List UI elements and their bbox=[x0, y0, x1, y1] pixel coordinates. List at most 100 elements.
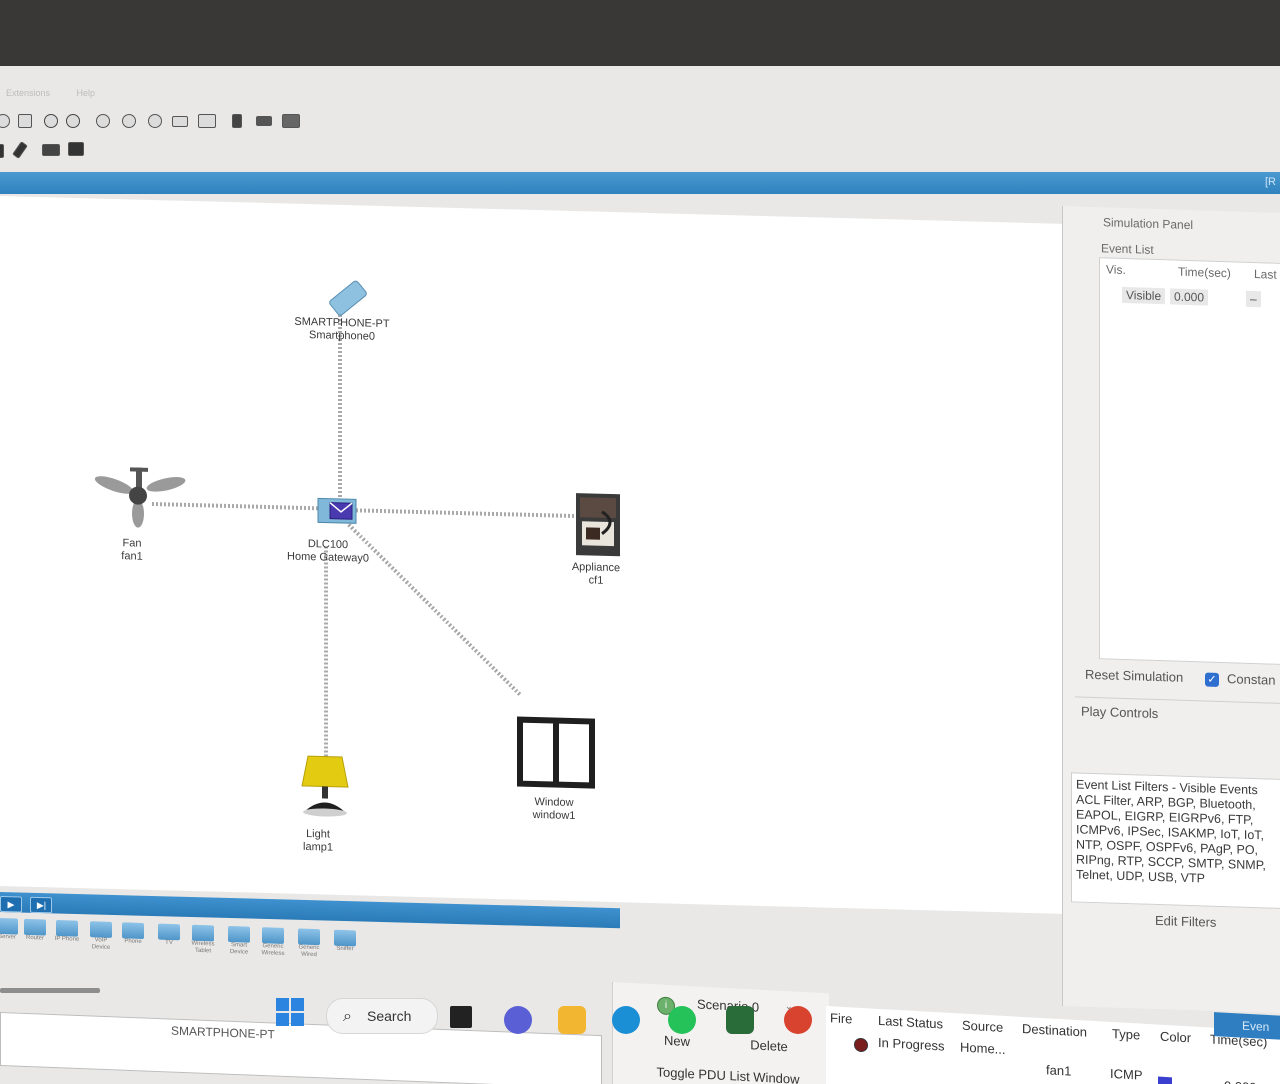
monitor-bezel bbox=[0, 0, 1280, 68]
constant-delay-checkbox[interactable]: ✓ bbox=[1205, 672, 1219, 687]
time-controls: ▶ ▶| bbox=[0, 894, 56, 914]
pdu-icon[interactable] bbox=[232, 114, 242, 128]
fan-label: Fan fan1 bbox=[121, 537, 142, 564]
play-icon[interactable]: ▶ bbox=[0, 896, 22, 913]
pdu-list-table: Fire Last Status Source Destination Type… bbox=[826, 1006, 1280, 1084]
generic-wireless-icon bbox=[262, 927, 284, 944]
event-time-cell: 0.000 bbox=[1170, 288, 1209, 306]
select-icon[interactable] bbox=[0, 144, 4, 158]
chrome-icon[interactable] bbox=[784, 1006, 812, 1034]
fire-status-indicator[interactable] bbox=[854, 1037, 868, 1053]
custom-devices-dialog-icon[interactable] bbox=[198, 114, 216, 128]
tray-item-phone[interactable]: Phone bbox=[118, 922, 148, 946]
home-gateway-icon[interactable] bbox=[316, 494, 360, 527]
smartphone-icon[interactable] bbox=[320, 278, 376, 319]
tray-item-ip-phone[interactable]: IP Phone bbox=[52, 919, 82, 944]
appliance-name: cf1 bbox=[588, 574, 604, 587]
realtime-indicator: [R bbox=[1265, 176, 1276, 188]
col-time: Time(sec) bbox=[1178, 264, 1231, 281]
activity-wizard-icon[interactable] bbox=[0, 114, 10, 128]
ceiling-fan-icon[interactable] bbox=[92, 464, 188, 537]
col-vis: Vis. bbox=[1106, 262, 1126, 278]
menu-bar: Extensions Help bbox=[0, 88, 113, 104]
tray-item-sniffer[interactable]: Sniffer bbox=[330, 929, 360, 954]
filters-list: ACL Filter, ARP, BGP, Bluetooth, EAPOL, … bbox=[1076, 792, 1266, 886]
fan-type: Fan bbox=[122, 537, 142, 550]
pdu-source: Home... bbox=[960, 1039, 1006, 1058]
windows-start-icon[interactable] bbox=[276, 998, 304, 1026]
smartphone-name: Smartphone0 bbox=[308, 329, 376, 343]
zoom-in-icon[interactable] bbox=[96, 114, 110, 128]
events-tab[interactable]: Even bbox=[1214, 1012, 1280, 1040]
tray-item-tablet[interactable]: Wireless Tablet bbox=[188, 924, 218, 956]
edge-icon[interactable] bbox=[612, 1006, 640, 1034]
appliance-type: Appliance bbox=[571, 560, 621, 575]
simple-pdu-icon[interactable] bbox=[42, 144, 60, 156]
col-last-status: Last Status bbox=[878, 1012, 944, 1032]
edit-filters-button[interactable]: Edit Filters bbox=[1155, 912, 1217, 930]
play-controls-label: Play Controls bbox=[1081, 703, 1159, 722]
tray-item-tv[interactable]: TV bbox=[154, 923, 184, 947]
col-color: Color bbox=[1160, 1028, 1192, 1046]
window-icon[interactable] bbox=[516, 716, 596, 790]
tray-item-smart-device[interactable]: Smart Device bbox=[224, 925, 254, 957]
redo-icon[interactable] bbox=[66, 114, 80, 128]
tray-scrollbar[interactable] bbox=[0, 988, 100, 993]
teams-icon[interactable] bbox=[504, 1006, 532, 1034]
image-icon[interactable] bbox=[282, 114, 300, 128]
event-vis-cell[interactable]: Visible bbox=[1122, 286, 1166, 305]
tray-item-server[interactable]: Server bbox=[0, 917, 22, 942]
toggle-pdu-list-button[interactable]: Toggle PDU List Window bbox=[656, 1064, 800, 1084]
events-tab-label: Even bbox=[1242, 1018, 1270, 1035]
search-label: Search bbox=[367, 1008, 412, 1024]
pdu-time: 0.000 bbox=[1224, 1078, 1257, 1084]
ip-phone-icon bbox=[56, 919, 78, 937]
tray-item-router[interactable]: Router bbox=[20, 918, 50, 943]
light-name: lamp1 bbox=[303, 840, 333, 854]
file-explorer-icon[interactable] bbox=[558, 1006, 586, 1034]
tray-item-generic-wired[interactable]: Generic Wired bbox=[294, 928, 324, 959]
tray-item-generic-wireless[interactable]: Generic Wireless bbox=[258, 927, 288, 958]
reset-simulation-button[interactable]: Reset Simulation bbox=[1085, 666, 1184, 685]
simulation-panel-title: Simulation Panel bbox=[1103, 215, 1194, 233]
whatsapp-icon[interactable] bbox=[668, 1006, 696, 1034]
packet-tracer-icon[interactable] bbox=[726, 1006, 754, 1034]
lamp-icon[interactable] bbox=[294, 752, 356, 826]
col-source: Source bbox=[962, 1017, 1004, 1035]
undo-icon[interactable] bbox=[44, 114, 58, 128]
smartphone-label: SMARTPHONE-PT Smartphone0 bbox=[294, 316, 389, 344]
tray-item-voip[interactable]: VoIP Device bbox=[86, 921, 116, 952]
logical-workspace[interactable]: SMARTPHONE-PT Smartphone0 Fan fan1 DLC10… bbox=[0, 196, 1078, 915]
voip-icon bbox=[90, 921, 112, 938]
event-list-label: Event List bbox=[1101, 241, 1154, 257]
sniffer-icon bbox=[334, 929, 356, 947]
pdu-color-swatch bbox=[1158, 1076, 1172, 1084]
link-gateway-light bbox=[324, 544, 328, 761]
pdu-status: In Progress bbox=[878, 1034, 945, 1054]
constant-delay-label: Constan bbox=[1227, 671, 1276, 688]
camera-icon[interactable] bbox=[256, 116, 272, 126]
smart-device-icon bbox=[228, 925, 250, 943]
zoom-reset-icon[interactable] bbox=[122, 114, 136, 128]
taskbar-search[interactable]: ⌕ Search bbox=[326, 998, 438, 1034]
pdu-destination: fan1 bbox=[1046, 1062, 1072, 1079]
col-fire: Fire bbox=[830, 1010, 853, 1027]
event-list-table[interactable]: Vis. Time(sec) Last Visible 0.000 – bbox=[1099, 257, 1280, 666]
event-filters-box: Event List Filters - Visible Events ACL … bbox=[1071, 772, 1280, 910]
menu-extensions[interactable]: Extensions bbox=[6, 88, 51, 98]
menu-help[interactable]: Help bbox=[76, 88, 96, 98]
window-type: Window bbox=[534, 795, 574, 810]
col-destination: Destination bbox=[1022, 1020, 1088, 1040]
drawing-palette-icon[interactable] bbox=[172, 116, 188, 127]
appliance-icon[interactable] bbox=[572, 491, 624, 558]
gateway-name: Home Gateway0 bbox=[287, 550, 369, 565]
custom-device-icon[interactable] bbox=[18, 114, 32, 128]
fan-name: fan1 bbox=[121, 550, 143, 563]
step-forward-icon[interactable]: ▶| bbox=[30, 896, 53, 914]
task-view-icon[interactable] bbox=[450, 1006, 472, 1028]
complex-pdu-icon[interactable] bbox=[68, 142, 84, 156]
pencil-icon[interactable] bbox=[12, 141, 28, 159]
col-last: Last bbox=[1254, 267, 1277, 282]
light-label: Light lamp1 bbox=[303, 828, 333, 855]
zoom-out-icon[interactable] bbox=[148, 114, 162, 128]
